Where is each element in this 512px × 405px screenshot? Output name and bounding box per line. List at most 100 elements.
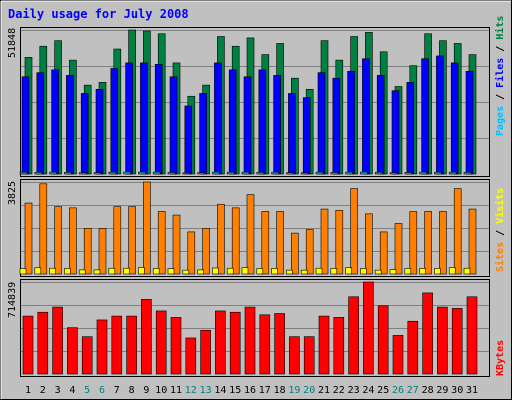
x-tick-label-day-5: 5 [84, 385, 90, 396]
x-tick-label-day-15: 15 [229, 385, 241, 396]
bar-pages-day-23 [345, 171, 353, 175]
bar-kbytes-day-23 [348, 296, 359, 375]
bar-pages-day-1 [19, 172, 28, 175]
ymax-label-kbytes: 714839 [7, 282, 18, 318]
bar-sites-day-25 [374, 269, 382, 275]
bar-visits-day-18 [276, 211, 284, 275]
bar-files-day-12 [184, 105, 193, 175]
bar-pages-day-21 [315, 171, 324, 175]
bar-sites-day-31 [463, 267, 471, 275]
bar-visits-day-31 [468, 208, 477, 275]
bar-visits-day-22 [335, 209, 344, 275]
x-tick-label-day-9: 9 [143, 385, 149, 396]
bar-files-day-9 [140, 62, 148, 175]
bar-pages-day-31 [463, 172, 472, 175]
bar-sites-day-8 [123, 267, 130, 275]
bar-pages-day-5 [78, 172, 87, 175]
x-tick-label-day-23: 23 [348, 385, 360, 396]
bar-pages-day-27 [404, 172, 413, 175]
bar-pages-day-26 [389, 172, 398, 175]
x-tick-label-day-3: 3 [55, 385, 61, 396]
bar-files-day-11 [169, 76, 178, 175]
x-tick-label-day-17: 17 [259, 385, 271, 396]
bar-kbytes-day-5 [81, 336, 93, 375]
bar-visits-day-10 [157, 211, 166, 275]
x-tick-label-day-31: 31 [466, 385, 478, 396]
bar-sites-day-20 [300, 269, 308, 275]
bar-pages-day-24 [360, 171, 368, 175]
bar-sites-day-29 [434, 268, 441, 275]
bar-pages-day-3 [49, 171, 57, 175]
bar-kbytes-day-18 [274, 313, 285, 375]
bar-sites-day-13 [197, 269, 204, 275]
legend-part: Files [494, 58, 506, 88]
bar-sites-day-23 [345, 267, 352, 275]
bar-files-day-27 [406, 82, 415, 175]
bar-pages-day-7 [108, 171, 117, 175]
bar-pages-day-14 [212, 171, 220, 175]
legend-part: KBytes [495, 340, 506, 376]
bar-sites-day-14 [212, 267, 219, 275]
bar-kbytes-day-14 [215, 310, 226, 375]
bar-visits-day-28 [424, 211, 432, 275]
bar-visits-day-5 [83, 228, 92, 275]
bar-files-day-14 [214, 62, 222, 175]
bar-sites-day-15 [226, 267, 234, 275]
bar-visits-day-11 [172, 214, 181, 275]
x-tick-label-day-18: 18 [274, 385, 286, 396]
bar-sites-day-24 [360, 268, 367, 275]
x-tick-label-day-14: 14 [214, 385, 226, 396]
bar-sites-day-7 [108, 267, 116, 275]
bar-files-day-2 [36, 72, 45, 175]
ymax-label-hits: 51848 [7, 28, 18, 58]
bar-files-day-4 [66, 75, 74, 175]
bar-kbytes-day-7 [111, 315, 123, 375]
bar-sites-day-3 [49, 267, 56, 275]
bar-visits-day-13 [202, 228, 210, 275]
bar-visits-day-8 [128, 206, 136, 275]
bar-pages-day-12 [182, 172, 191, 175]
bar-kbytes-day-22 [333, 317, 345, 375]
bar-pages-day-4 [64, 172, 72, 175]
bar-visits-day-12 [187, 231, 196, 275]
bar-files-day-26 [391, 90, 400, 175]
bar-pages-day-20 [300, 172, 309, 175]
bar-kbytes-day-6 [96, 319, 108, 375]
bar-kbytes-day-26 [392, 335, 404, 375]
bar-files-day-20 [302, 97, 311, 175]
x-axis-labels: 1 2 3 4 5 6 7 8 9 10 11 12 13 14 15 16 17 18 19 20 21 22 23 24 2… [25, 385, 478, 396]
bar-kbytes-day-8 [126, 315, 137, 375]
bar-visits-day-4 [69, 207, 77, 275]
bar-kbytes-day-25 [377, 305, 389, 375]
bar-visits-day-26 [394, 223, 403, 275]
bar-kbytes-day-2 [37, 311, 49, 375]
bar-sites-day-26 [389, 269, 397, 275]
bar-sites-day-22 [330, 268, 338, 275]
legend-sites-visits: Sites / Visits [494, 188, 506, 272]
legend-part: Pages [495, 106, 506, 136]
bar-files-day-29 [436, 55, 444, 175]
bar-files-day-15 [228, 69, 237, 175]
bar-kbytes-day-20 [303, 336, 315, 375]
bar-kbytes-day-10 [155, 310, 167, 375]
bar-sites-day-6 [93, 269, 101, 275]
bar-pages-day-9 [138, 171, 146, 175]
bar-kbytes-day-3 [52, 306, 63, 375]
x-tick-label-day-10: 10 [155, 385, 167, 396]
bar-sites-day-4 [64, 268, 71, 275]
bar-pages-day-19 [286, 172, 294, 175]
bar-kbytes-day-11 [170, 317, 182, 375]
bar-kbytes-day-17 [259, 314, 271, 375]
x-tick-label-day-4: 4 [69, 385, 75, 396]
bar-visits-day-27 [409, 211, 418, 275]
bar-files-day-13 [199, 93, 207, 175]
bar-visits-day-16 [246, 194, 255, 275]
bar-pages-day-18 [271, 171, 279, 175]
bar-kbytes-day-30 [451, 308, 463, 375]
bar-pages-day-10 [152, 171, 161, 175]
bar-visits-day-19 [291, 232, 299, 275]
legend-part: Hits [494, 16, 506, 40]
legend-part: / [495, 88, 506, 106]
bar-sites-day-21 [315, 267, 323, 275]
